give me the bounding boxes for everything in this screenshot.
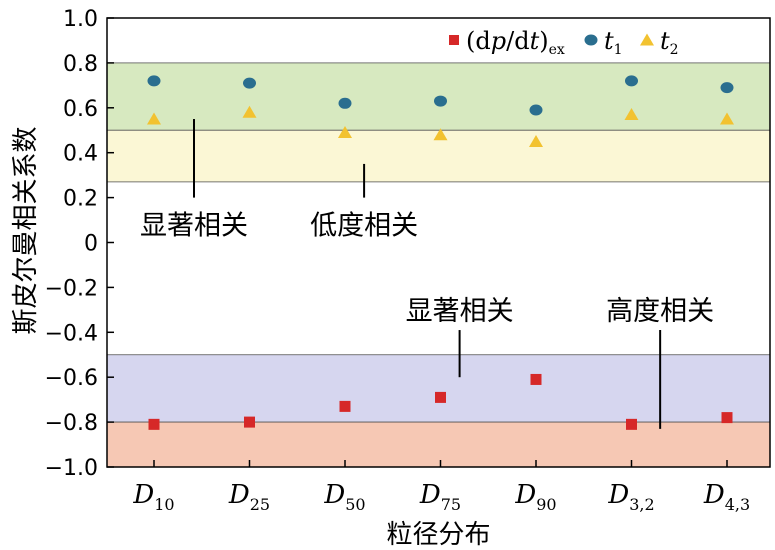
annotation-lines [193, 119, 662, 429]
x-axis-title: 粒径分布 [386, 520, 490, 550]
x-tick-label: D75 [419, 480, 461, 514]
y-tick-label: 1.0 [63, 7, 98, 32]
annotation-label: 高度相关 [606, 296, 714, 327]
marker-t1 [434, 95, 447, 107]
marker-t2 [433, 128, 448, 141]
legend-marker-t1 [584, 34, 598, 46]
y-tick-label: −0.4 [45, 321, 98, 346]
marker-(dp/dt)ex [435, 391, 446, 403]
annotation-label: 低度相关 [310, 211, 418, 242]
y-tick-label: −0.6 [45, 366, 98, 391]
marker-t1 [243, 77, 256, 89]
marker-(dp/dt)ex [530, 373, 542, 385]
data-markers [147, 75, 734, 430]
band-3 [106, 421, 771, 468]
axes [106, 17, 771, 468]
annotation-label: 显著相关 [140, 211, 248, 242]
marker-t1 [147, 75, 161, 87]
marker-(dp/dt)ex [148, 418, 160, 430]
legend-label-t2: t2 [660, 27, 679, 58]
marker-t1 [625, 75, 638, 87]
y-tick-label: −0.8 [45, 411, 98, 436]
legend-label-t1: t1 [604, 27, 623, 58]
marker-(dp/dt)ex [721, 412, 733, 424]
x-tick-label: D25 [228, 480, 270, 514]
y-tick-labels: 1.0 0.8 0.6 0.4 0.2 0 −0.2 −0.4 −0.6 −0.8 −1.0 [45, 7, 98, 481]
x-tick-label: D10 [132, 480, 174, 514]
y-tick-label: −0.2 [45, 276, 98, 301]
y-tick-label: 0.4 [63, 142, 98, 167]
x-tick-label: D4,3 [703, 480, 750, 514]
marker-t2 [338, 125, 352, 138]
y-tick-label: 0.6 [63, 97, 98, 122]
marker-t1 [529, 104, 543, 116]
marker-t2 [147, 112, 161, 125]
y-tick-label: −1.0 [45, 456, 98, 481]
legend-marker-(dp/dt)ex [449, 35, 459, 45]
correlation-bands [106, 62, 771, 468]
y-axis-title: 斯皮尔曼相关系数 [11, 126, 41, 334]
y-tick-label: 0.2 [63, 187, 98, 212]
marker-(dp/dt)ex [339, 400, 351, 412]
marker-t2 [529, 134, 543, 147]
x-tick-labels: D10 D25 D50 D75 D90 D3,2 D4,3 [132, 480, 750, 514]
x-tick-label: D50 [323, 480, 365, 514]
marker-(dp/dt)ex [626, 418, 637, 430]
marker-t1 [720, 82, 734, 94]
band-2 [106, 354, 771, 423]
legend-label-(dp/dt)ex: (dp/dt)ex [466, 27, 565, 58]
marker-t1 [338, 97, 352, 109]
marker-(dp/dt)ex [244, 416, 255, 428]
marker-t2 [624, 108, 639, 121]
marker-t2 [242, 105, 257, 118]
legend: (dp/dt)ex t1 t2 [449, 27, 679, 58]
annotation-label: 显著相关 [406, 296, 514, 327]
marker-t2 [720, 112, 734, 125]
y-tick-label: 0.8 [63, 52, 98, 77]
y-tick-label: 0 [84, 232, 98, 257]
x-tick-label: D3,2 [607, 480, 654, 514]
x-tick-label: D90 [514, 480, 556, 514]
legend-marker-t2 [640, 33, 654, 46]
